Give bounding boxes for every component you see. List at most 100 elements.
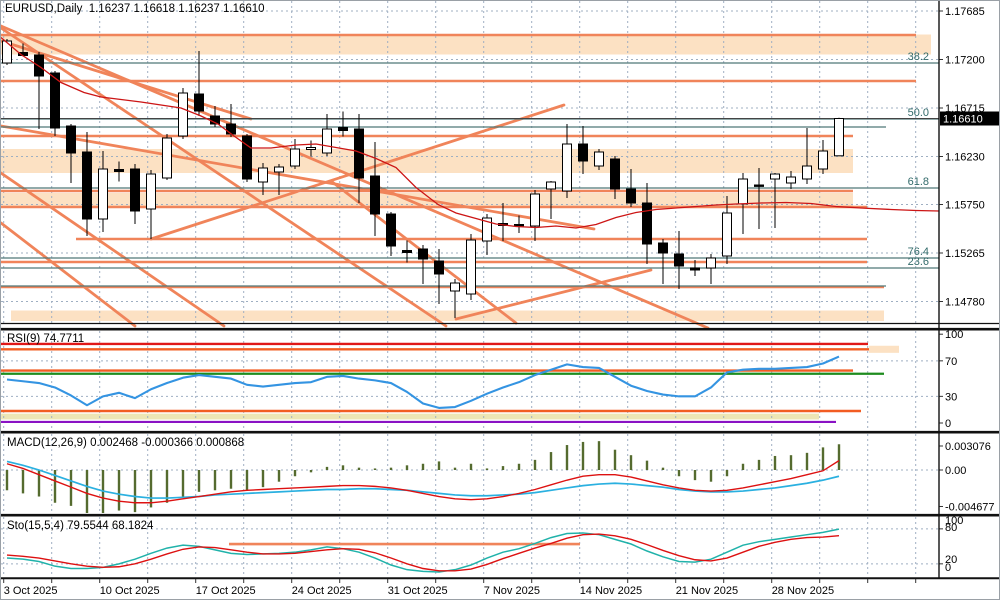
- bear-candle-body: [434, 260, 444, 275]
- candle: [770, 173, 780, 228]
- time-axis: 3 Oct 2025 10 Oct 2025 17 Oct 2025 24 Oct 2…: [3, 579, 917, 597]
- candle: [722, 196, 732, 264]
- rsi-grid: [1, 331, 939, 431]
- candlesticks: [2, 39, 844, 318]
- candle: [642, 183, 652, 264]
- time-axis-label: 21 Nov 2025: [676, 585, 738, 597]
- rsi-scale-label: 0: [945, 418, 951, 430]
- fib-level-label: 61.8: [908, 176, 929, 188]
- candle: [66, 124, 76, 183]
- candle: [258, 163, 268, 195]
- sto-scale-label: 20: [945, 554, 957, 566]
- rsi-scale-label: 70: [945, 356, 957, 368]
- candle: [578, 126, 588, 174]
- candle: [690, 260, 700, 276]
- panel-borders: [1, 1, 999, 580]
- macd-panel: 0.003076 0.00 -0.004677: [1, 434, 995, 514]
- candle: [290, 139, 300, 169]
- bull-candle-body: [2, 40, 12, 64]
- price-axis-label: 1.14780: [945, 297, 985, 309]
- bear-candle-body: [514, 224, 524, 227]
- bear-candle-body: [370, 175, 380, 215]
- bear-candle-body: [66, 125, 76, 154]
- bear-candle-body: [50, 72, 60, 129]
- rsi-indicator-label: RSI(9) 74.7711: [7, 333, 85, 345]
- time-axis-label: 10 Oct 2025: [100, 585, 160, 597]
- bear-candle-body: [610, 158, 620, 190]
- trendline: [1, 39, 253, 121]
- trendline: [1, 26, 448, 328]
- candle: [162, 134, 172, 180]
- bear-candle-body: [82, 151, 92, 220]
- candle: [450, 279, 460, 318]
- price-axis-label: 1.17685: [945, 6, 985, 18]
- time-axis-label: 7 Nov 2025: [484, 585, 540, 597]
- bear-candle-body: [418, 248, 428, 260]
- macd-indicator-label: MACD(12,26,9) 0.002468 -0.000366 0.00086…: [7, 437, 245, 449]
- bull-candle-body: [770, 173, 780, 180]
- candle: [82, 132, 92, 236]
- sto-scale-label: 100: [945, 515, 963, 527]
- candle: [338, 111, 348, 137]
- rsi-chart-area[interactable]: [1, 331, 939, 431]
- candle: [482, 214, 492, 255]
- candle: [514, 215, 524, 233]
- bull-candle-body: [274, 166, 284, 173]
- sto-scale-label: 0: [945, 562, 951, 574]
- supply-demand-zones: [1, 34, 931, 321]
- candle: [114, 161, 124, 182]
- bear-candle-body: [658, 242, 668, 254]
- candle: [146, 170, 156, 239]
- red-ma-line: [1, 37, 940, 229]
- trendline: [454, 268, 653, 321]
- candle: [626, 169, 636, 207]
- macd-scale-label: 0.00: [945, 465, 966, 477]
- candle: [194, 51, 204, 116]
- macd-scale-label: -0.004677: [945, 501, 995, 513]
- rsi-scale-label: 100: [945, 329, 963, 341]
- candle: [802, 128, 812, 184]
- trendline: [1, 221, 137, 328]
- bear-candle-body: [194, 93, 204, 112]
- candle: [610, 156, 620, 199]
- fib-level-label: 38.2: [908, 51, 929, 63]
- bull-candle-body: [562, 143, 572, 192]
- bull-candle-body: [786, 176, 796, 184]
- main-chart-panel: 38.2 50.0 61.8 76.423.6: [1, 1, 940, 330]
- bear-candle-body: [754, 184, 764, 187]
- price-axis-label: 1.15265: [945, 248, 985, 260]
- candle: [786, 171, 796, 189]
- bear-candle-body: [674, 253, 684, 267]
- rsi-khaki-zone: [1, 413, 819, 420]
- candle: [306, 140, 316, 157]
- candle: [658, 239, 668, 284]
- candle: [530, 190, 540, 241]
- bear-candle-body: [130, 168, 140, 212]
- main-chart-area[interactable]: [1, 1, 939, 323]
- time-axis-area[interactable]: [1, 579, 1000, 600]
- candle: [834, 117, 844, 157]
- candle: [754, 168, 764, 229]
- symbol-ohlc-readout: EURUSD,Daily 1.16237 1.16618 1.16237 1.1…: [5, 3, 265, 15]
- trendline: [1, 124, 596, 231]
- price-axis-label: 1.17200: [945, 55, 985, 67]
- rsi-panel: 100 70 30 0: [1, 329, 963, 431]
- bull-candle-body: [146, 173, 156, 210]
- sto-indicator-label: Sto(15,5,4) 79.5544 68.1824: [7, 520, 154, 532]
- bull-candle-body: [98, 168, 108, 220]
- bull-candle-body: [530, 193, 540, 227]
- rsi-stub-zone: [869, 345, 899, 353]
- candle: [706, 254, 716, 284]
- bear-candle-body: [690, 267, 700, 271]
- bull-candle-body: [322, 128, 332, 154]
- bull-candle-body: [706, 257, 716, 269]
- price-axis-area[interactable]: [939, 1, 1000, 578]
- price-axis: 1.176851.172001.167151.162301.157501.152…: [939, 6, 999, 309]
- time-axis-label: 31 Oct 2025: [388, 585, 448, 597]
- candle: [322, 114, 332, 156]
- bear-candle-body: [578, 143, 588, 162]
- candle: [178, 88, 188, 139]
- time-axis-label: 14 Nov 2025: [580, 585, 642, 597]
- bull-candle-body: [178, 92, 188, 137]
